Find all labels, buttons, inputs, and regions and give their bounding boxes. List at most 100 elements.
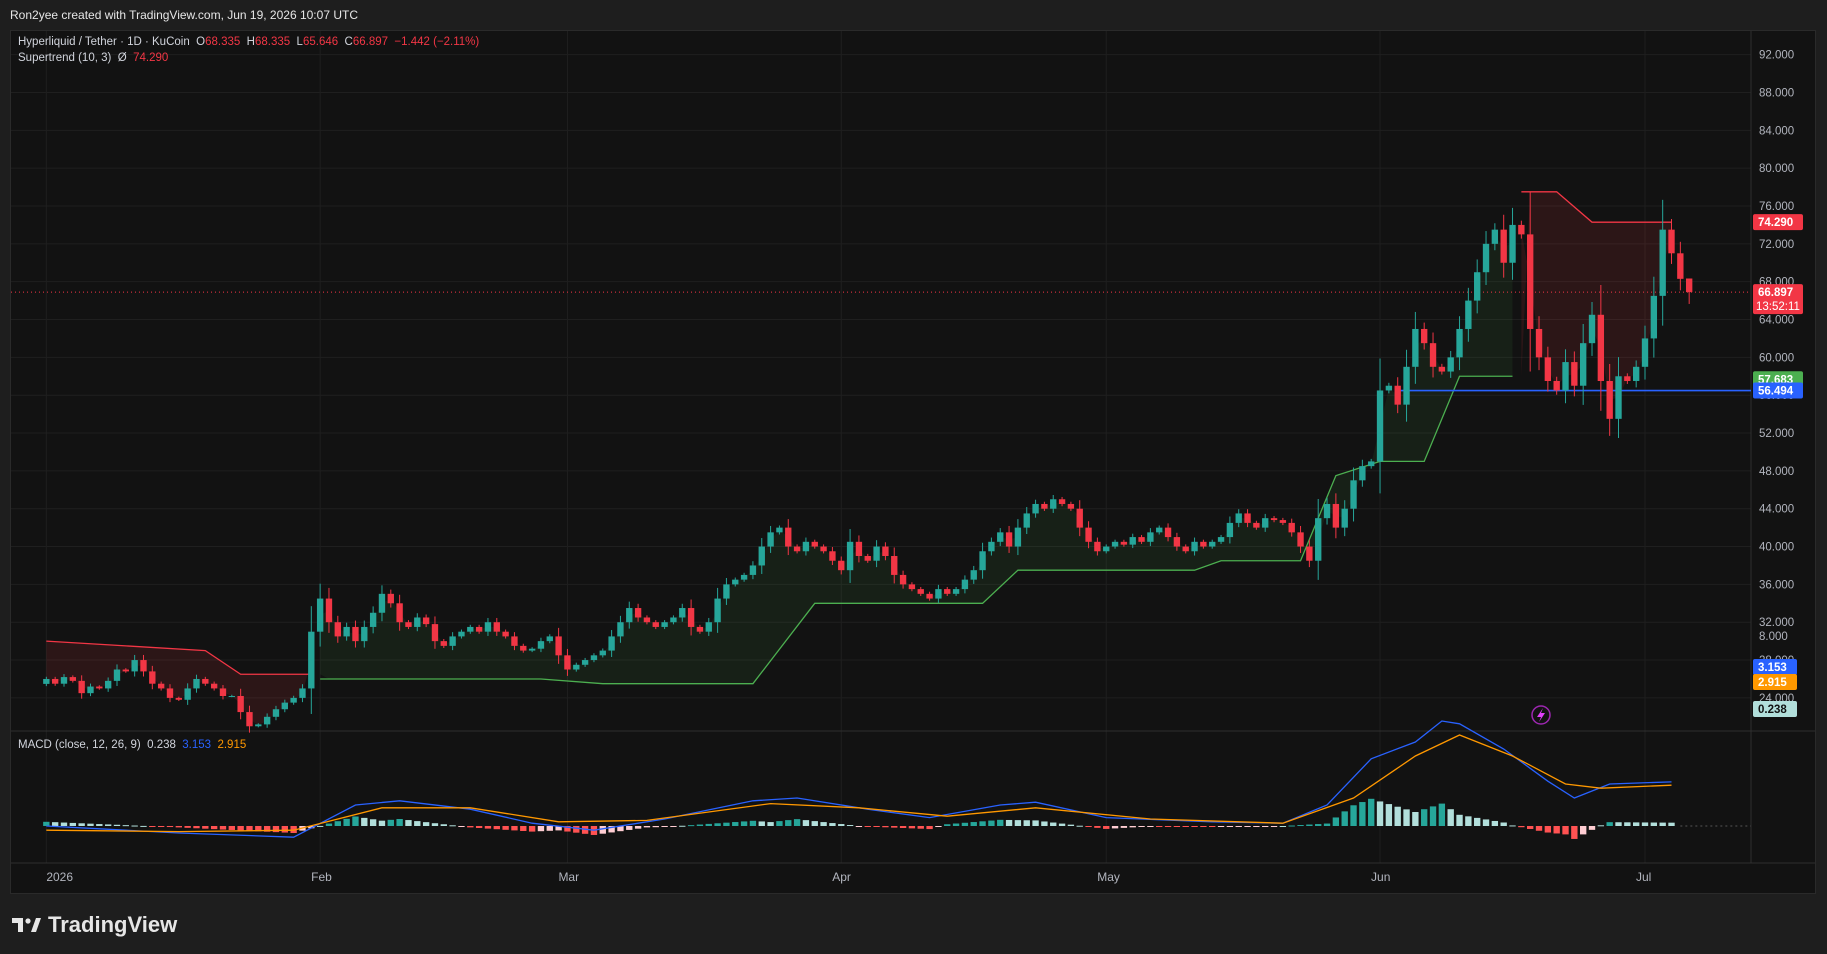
candle-body: [1491, 229, 1499, 244]
candle-body: [1571, 362, 1578, 386]
candle-body: [51, 678, 59, 684]
candle-body: [1597, 314, 1605, 381]
macd-histogram-bar: [926, 826, 933, 830]
macd-histogram-bar: [1359, 802, 1366, 826]
macd-line-value: 3.153: [182, 739, 212, 751]
candle-body: [573, 664, 580, 670]
candle-body: [1120, 541, 1128, 545]
macd-histogram-bar: [210, 826, 218, 830]
candle-body: [1058, 499, 1066, 504]
macd-histogram-bar: [511, 826, 518, 831]
candle-body: [740, 574, 748, 580]
macd-histogram-bar: [1474, 817, 1481, 826]
candle-body: [308, 631, 315, 689]
macd-histogram-bar: [917, 826, 924, 829]
candle-body: [1606, 381, 1613, 419]
macd-histogram-bar: [237, 826, 244, 831]
candle-body: [475, 626, 483, 632]
support-blue-tag: 56.494: [1758, 386, 1794, 398]
y-tick-label: 76.000: [1759, 201, 1794, 213]
candle-body: [802, 541, 810, 552]
macd-histogram-bar: [670, 826, 677, 827]
candle-body: [1253, 522, 1260, 528]
candle-body: [325, 598, 333, 623]
macd-histogram-bar: [679, 825, 686, 827]
candle-body: [1129, 537, 1136, 545]
macd-histogram-bar: [69, 822, 77, 826]
macd-histogram-bar: [1076, 825, 1083, 827]
macd-histogram-bar: [634, 826, 642, 829]
chart-area[interactable]: 92.000 88.000 84.000 80.000 76.000 72.000 68.0…: [10, 30, 1816, 894]
macd-histogram-bar: [1111, 826, 1119, 829]
alert-icon-ring: [1531, 705, 1551, 725]
macd-signal-value: 2.915: [217, 739, 247, 751]
macd-histogram-bar: [573, 826, 580, 833]
macd-histogram-bar: [661, 826, 668, 827]
macd-histogram-bar: [608, 826, 615, 833]
macd-histogram-bar: [1429, 806, 1437, 826]
macd-histogram-bar: [988, 820, 995, 826]
candle-body: [1544, 357, 1552, 381]
macd-histogram-bar: [1235, 826, 1242, 827]
macd-histogram-bar: [193, 826, 200, 829]
candle-body: [193, 678, 200, 689]
candle-body: [652, 622, 659, 627]
macd-histogram-bar: [1465, 816, 1472, 826]
candle-body: [1350, 480, 1357, 509]
candle-body: [272, 709, 280, 717]
candle-body: [767, 532, 774, 547]
macd-legend: MACD (close, 12, 26, 9) 0.238 3.153 2.91…: [18, 739, 246, 751]
macd-histogram-bar: [316, 825, 324, 827]
candle-body: [1014, 527, 1022, 547]
macd-histogram-bar: [78, 823, 85, 826]
candle-body: [131, 660, 138, 672]
y-tick-label: 84.000: [1759, 125, 1794, 137]
macd-histogram-bar: [1005, 819, 1013, 826]
macd-histogram-bar: [1412, 812, 1419, 826]
candle-body: [387, 593, 394, 604]
open-label: O: [196, 36, 206, 48]
macd-hist-value: 0.238: [147, 739, 176, 751]
macd-histogram-bar: [1509, 825, 1516, 827]
candle-body: [281, 702, 288, 710]
candle-body: [1474, 272, 1481, 301]
candle-body: [679, 608, 686, 618]
candle-body: [873, 546, 880, 561]
macd-histogram-bar: [1085, 826, 1092, 827]
macd-histogram-bar: [405, 820, 412, 826]
macd-histogram-bar: [564, 826, 571, 832]
candle-body: [1359, 466, 1366, 481]
candle-body: [1200, 541, 1207, 547]
macd-histogram-bar: [96, 824, 103, 826]
candle-body: [1341, 508, 1348, 528]
macd-histogram-bar: [1200, 826, 1207, 827]
candle-body: [502, 631, 509, 637]
candle-body: [184, 688, 191, 700]
macd-histogram-bar: [723, 822, 730, 826]
price-chart[interactable]: 92.00088.00084.00080.00076.00072.00068.0…: [11, 31, 1815, 893]
macd-histogram-bar: [1094, 826, 1101, 828]
candle-body: [1156, 527, 1163, 533]
candle-body: [1262, 518, 1269, 528]
supertrend-tag-bg: [1753, 214, 1803, 231]
macd-histogram-bar: [1597, 825, 1605, 827]
macd-histogram-bar: [1182, 826, 1189, 827]
candle-body: [1111, 541, 1119, 547]
candle-body: [440, 641, 447, 646]
macd-histogram-bar: [1253, 826, 1260, 827]
candle-body: [1429, 343, 1437, 367]
candle-body: [820, 546, 827, 552]
candle-body: [970, 570, 977, 580]
macd-histogram-bar: [1067, 824, 1075, 826]
candle-body: [1217, 537, 1225, 542]
macd-histogram-bar: [1147, 826, 1154, 827]
x-tick-label: 2026: [46, 870, 73, 884]
macd-histogram-bar: [1173, 826, 1181, 827]
candle-body: [590, 655, 598, 661]
macd-histogram-bar: [1341, 811, 1348, 826]
candle-body: [855, 541, 863, 556]
candle-body: [564, 655, 571, 670]
candle-body: [1023, 513, 1030, 528]
macd-histogram-bar: [1058, 823, 1066, 826]
macd-histogram-bar: [325, 823, 333, 826]
